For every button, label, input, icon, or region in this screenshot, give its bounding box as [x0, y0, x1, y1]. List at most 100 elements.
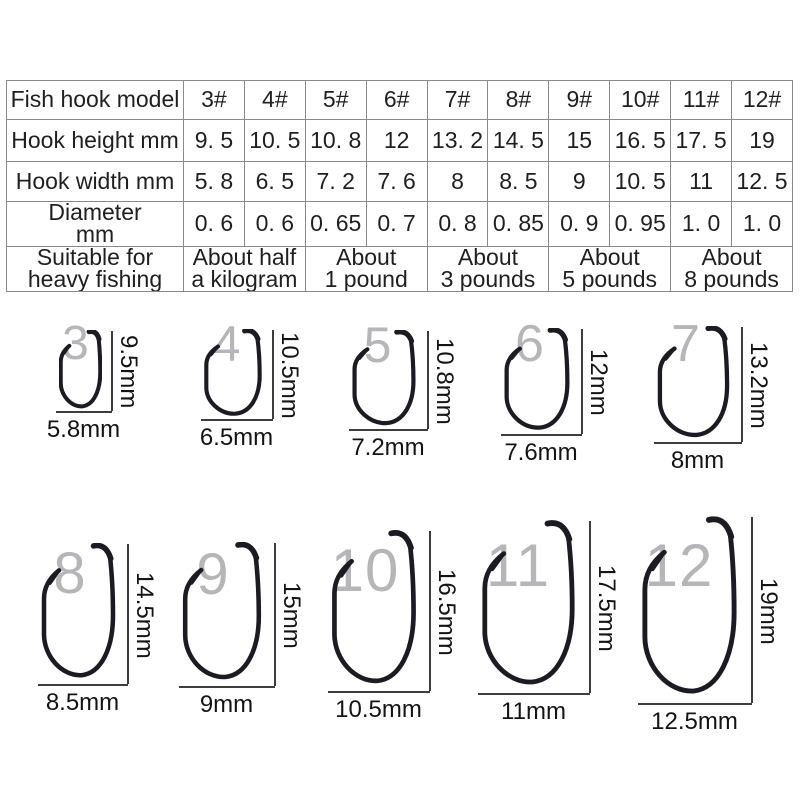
spec-value-cell: 0. 7 [365, 201, 428, 247]
spec-value-cell: 0. 6 [243, 201, 306, 247]
hook-path [507, 338, 568, 427]
hook-path [334, 546, 413, 681]
hook-path [61, 338, 101, 406]
width-measure-line [201, 419, 273, 421]
hook-path [50, 572, 58, 583]
hook-figure: 8 14.5mm 8.5mm [38, 543, 167, 727]
row-label-cell: Hook height mm [6, 119, 184, 162]
height-measure-line [127, 544, 129, 684]
hook-width-label: 11mm [501, 698, 566, 725]
spec-value-line: 10# [620, 86, 660, 113]
fish-hook-icon [657, 326, 730, 443]
spec-value-cell: 12 [365, 119, 428, 162]
row-label-line: Suitable for [36, 246, 154, 270]
hook-path [709, 519, 731, 536]
spec-value-cell: 5. 8 [183, 161, 245, 202]
hook-size-number: 5 [363, 317, 393, 373]
spec-value-line: 0. 9 [560, 209, 599, 236]
hook-figure: 11 17.5mm 11mm [478, 520, 629, 736]
hook-height-label: 17.5mm [593, 564, 620, 652]
spec-value-cell: 8. 5 [487, 161, 550, 202]
spec-value-line: 8# [505, 86, 532, 113]
width-measure-line [638, 703, 752, 705]
hook-path [192, 572, 200, 583]
spec-value-line: 0. 85 [492, 209, 544, 236]
hook-width-label: 7.6mm [504, 439, 578, 466]
spec-value-line: 11# [682, 86, 720, 113]
hook-height-label: 14.5mm [131, 571, 158, 659]
spec-value-cell: 6# [365, 80, 428, 120]
spec-value-cell: 19 [731, 119, 793, 162]
hook-path [397, 332, 412, 341]
spec-value-line: 8. 5 [499, 167, 538, 194]
height-measure-line [581, 329, 583, 434]
width-measure-line [38, 684, 128, 686]
row-label-cell: Fish hook model [6, 80, 184, 120]
hook-height-label: 16.5mm [433, 568, 460, 656]
spec-value-cell: 10# [609, 80, 672, 120]
hook-width-label: 10.5mm [335, 696, 422, 723]
fish-hook-icon [59, 330, 102, 412]
spec-value-cell: 1. 0 [731, 201, 793, 247]
hook-path [94, 546, 111, 559]
spec-value-line: 15 [566, 126, 593, 153]
spec-value-cell: 13. 2 [426, 119, 489, 162]
row-label-line: mm [75, 220, 115, 247]
spec-value-cell: 0. 95 [609, 201, 672, 247]
hook-path [360, 351, 366, 359]
height-measure-line [272, 330, 274, 419]
hook-figure: 5 10.8mm 7.2mm [349, 320, 467, 472]
hook-height-label: 13.2mm [745, 342, 772, 429]
hook-path [485, 537, 572, 682]
spec-value-cell: 14. 5 [487, 119, 550, 162]
row-label-line: Fish hook model [10, 86, 180, 113]
spec-value-line: 9# [566, 86, 593, 113]
hook-path [341, 564, 350, 576]
hook-size-number: 4 [212, 316, 242, 372]
width-measure-line [349, 429, 428, 431]
hook-height-label: 15mm [278, 582, 305, 649]
spec-value-line: 11 [689, 167, 714, 194]
spec-value-line: 0. 95 [614, 209, 666, 236]
spec-value-cell: 6. 5 [243, 161, 306, 202]
spec-value-line: 6# [383, 86, 410, 113]
spec-value-line: 9 [572, 167, 586, 194]
spec-value-cell: 15 [548, 119, 611, 162]
spec-value-line: 16. 5 [614, 126, 666, 153]
spec-value-line: 8 [451, 167, 464, 194]
hook-width-label: 5.8mm [46, 416, 121, 443]
spec-value-line: 12. 5 [736, 167, 788, 194]
spec-value-line: 19 [749, 126, 775, 153]
fish-hook-icon [641, 516, 738, 704]
spec-value-line: 14. 5 [492, 126, 544, 153]
spec-value-line: 7# [444, 86, 471, 113]
spec-value-cell: 10. 5 [243, 119, 306, 162]
hook-path [206, 338, 259, 414]
spec-value-cell: 4# [243, 80, 306, 120]
spec-value-line: About [579, 246, 640, 270]
height-measure-line [589, 521, 591, 693]
hook-figure: 4 10.5mm 6.5mm [200, 319, 312, 462]
hook-path [185, 556, 259, 677]
width-measure-line [654, 442, 742, 444]
hook-path [645, 534, 734, 691]
width-measure-line [328, 691, 430, 693]
spec-table-row: Diameter mm 0. 6 0. 6 0. 65 0. 7 0. 8 0. 85 0. 9… [6, 201, 793, 247]
height-measure-line [111, 331, 113, 411]
spec-value-line: 1. 0 [681, 209, 721, 236]
height-measure-line [741, 327, 743, 442]
spec-value-cell: 8# [487, 80, 550, 120]
spec-value-line: 0. 8 [438, 209, 477, 236]
hook-path [391, 533, 411, 548]
spec-value-line: 12# [742, 86, 782, 113]
hook-width-label: 6.5mm [199, 424, 274, 451]
spec-value-line: 5# [322, 86, 349, 113]
spec-value-cell: 7. 2 [304, 161, 367, 202]
hook-size-number: 9 [196, 542, 230, 607]
hook-path [548, 523, 570, 539]
spec-value-line: About [336, 246, 397, 270]
hook-width-label: 9mm [199, 691, 254, 718]
height-measure-line [274, 543, 276, 686]
hook-path [64, 347, 68, 353]
hook-figure: 12 19mm 12.5mm [638, 516, 791, 746]
